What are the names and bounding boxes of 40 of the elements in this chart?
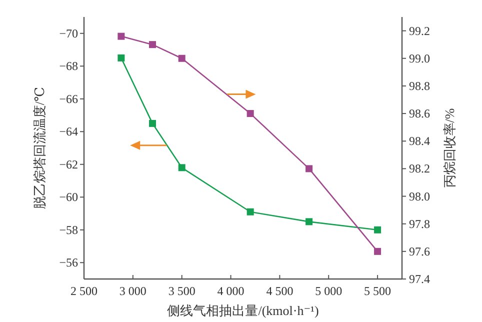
point xyxy=(148,120,156,127)
y-tick-label: −70 xyxy=(59,26,78,40)
y2-tick-label: 99.2 xyxy=(409,24,430,38)
y2-tick-label: 97.6 xyxy=(409,244,430,258)
y-axis-title: 脱乙烷塔回流温度/℃ xyxy=(32,86,47,210)
point xyxy=(374,226,382,234)
y-tick-label: −60 xyxy=(59,190,78,204)
y2-tick-label: 98.6 xyxy=(409,106,430,121)
y-tick-label: −62 xyxy=(59,157,78,172)
y-tick-label: −68 xyxy=(59,59,78,74)
point xyxy=(246,110,254,118)
point xyxy=(246,208,254,216)
point xyxy=(374,248,382,255)
y-tick-label: −66 xyxy=(59,92,78,106)
y-tick-label: −58 xyxy=(59,222,78,237)
x-axis-title: 侧线气相抽出量/(kmol·h⁻¹) xyxy=(167,303,319,318)
x-tick-label: 5 500 xyxy=(364,284,392,298)
x-tick-label: 4 500 xyxy=(266,284,294,298)
x-tick-label: 4 000 xyxy=(217,284,244,298)
point xyxy=(178,54,186,62)
x-tick-label: 3 000 xyxy=(119,284,146,298)
point xyxy=(148,41,156,48)
y2-tick-label: 97.8 xyxy=(409,216,430,231)
y-tick-label: −56 xyxy=(59,256,78,270)
point xyxy=(178,164,186,172)
point xyxy=(118,32,125,40)
y-tick-label: −64 xyxy=(59,124,78,139)
y2-tick-label: 97.4 xyxy=(409,272,430,286)
y2-tick-label: 98.2 xyxy=(409,162,430,176)
y2-tick-label: 98.4 xyxy=(409,134,430,148)
y2-tick-label: 98.0 xyxy=(409,189,430,204)
point xyxy=(118,54,125,62)
y2-tick-label: 98.8 xyxy=(409,78,430,93)
point xyxy=(306,218,313,226)
y2-tick-label: 99.0 xyxy=(409,51,430,66)
x-tick-label: 3 500 xyxy=(168,284,196,298)
y2-axis-title: 丙烷回收率/% xyxy=(442,108,457,188)
x-tick-label: 2 500 xyxy=(70,284,98,298)
point xyxy=(306,165,313,172)
x-tick-label: 5 000 xyxy=(315,284,342,298)
